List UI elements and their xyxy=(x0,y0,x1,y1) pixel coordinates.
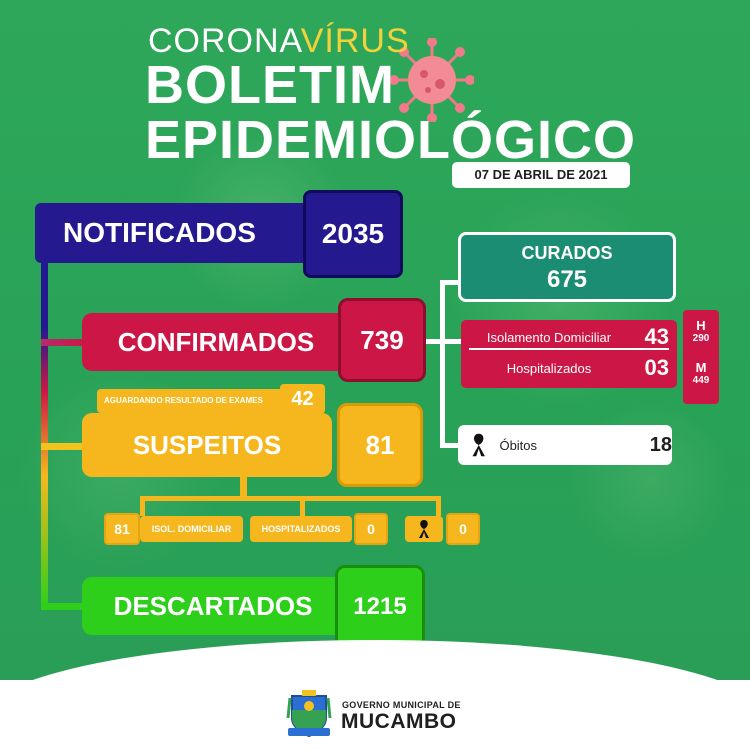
aguardando-value: 42 xyxy=(280,384,325,414)
notificados-label: NOTIFICADOS xyxy=(35,203,315,263)
suspeitos-value: 81 xyxy=(337,403,423,487)
connector-right-top xyxy=(440,280,460,285)
obitos-box: Óbitos 18 xyxy=(458,425,672,465)
connector-branch-3 xyxy=(436,496,441,516)
curados-box: CURADOS 675 xyxy=(458,232,676,302)
connector-suspeitos-branch xyxy=(140,496,440,501)
isolamento-row: Isolamento Domiciliar 43 xyxy=(469,324,669,350)
curados-label: CURADOS xyxy=(521,243,613,263)
connector-branch-2 xyxy=(300,496,305,516)
date-badge: 07 DE ABRIL DE 2021 xyxy=(452,162,630,188)
title-boletim: BOLETIM xyxy=(145,55,395,115)
obitos-value: 18 xyxy=(649,433,672,456)
obitos-label: Óbitos xyxy=(499,437,538,453)
suspeitos-label: SUSPEITOS xyxy=(82,413,332,477)
title-corona: CORONAVÍRUS xyxy=(148,22,410,60)
suspeitos-isol-value: 81 xyxy=(104,513,140,545)
title-virus: VÍRUS xyxy=(300,22,410,60)
confirmados-breakdown-panel xyxy=(461,320,677,388)
footer xyxy=(0,680,750,750)
m-label: M xyxy=(695,360,707,375)
connector-right-mid xyxy=(426,339,462,344)
footer-gov-label: GOVERNO MUNICIPAL DE xyxy=(342,700,461,710)
h-value: 290 xyxy=(692,333,710,344)
connector-right-bracket xyxy=(440,280,445,448)
descartados-label: DESCARTADOS xyxy=(82,577,344,635)
suspeitos-hosp-value: 0 xyxy=(354,513,388,545)
municipal-crest-icon xyxy=(286,690,332,738)
mourning-ribbon-icon xyxy=(419,520,429,538)
title-epidemiologico: EPIDEMIOLÓGICO xyxy=(145,110,637,170)
confirmados-label: CONFIRMADOS xyxy=(82,313,350,371)
sex-breakdown: H 290 M 449 xyxy=(683,310,719,404)
suspeitos-obitos-value: 0 xyxy=(446,513,480,545)
footer-municipio: MUCAMBO xyxy=(341,710,457,733)
suspeitos-hosp-label: HOSPITALIZADOS xyxy=(250,516,352,542)
descartados-value: 1215 xyxy=(335,565,425,649)
suspeitos-obitos-box xyxy=(405,516,443,542)
isolamento-label: Isolamento Domiciliar xyxy=(486,329,612,345)
connector-confirmados xyxy=(41,339,86,346)
aguardando-label: AGUARDANDO RESULTADO DE EXAMES xyxy=(97,389,287,413)
confirmados-value: 739 xyxy=(338,298,426,382)
h-label: H xyxy=(696,318,706,333)
hospitalizados-row: Hospitalizados 03 xyxy=(469,355,669,380)
m-value: 449 xyxy=(692,375,710,386)
connector-descartados xyxy=(41,603,86,610)
isolamento-value: 43 xyxy=(644,324,669,349)
hospitalizados-label: Hospitalizados xyxy=(506,360,592,376)
connector-trunk xyxy=(41,258,48,608)
connector-suspeitos xyxy=(41,443,86,450)
suspeitos-isol-label: ISOL. DOMICILIAR xyxy=(140,516,243,542)
hospitalizados-value: 03 xyxy=(644,355,669,380)
notificados-value: 2035 xyxy=(303,190,403,278)
connector-right-bottom xyxy=(440,443,460,448)
virus-icon xyxy=(390,38,474,122)
curados-value: 675 xyxy=(546,266,588,293)
connector-branch-1 xyxy=(140,496,145,516)
connector-suspeitos-down xyxy=(240,477,247,499)
mourning-ribbon-icon xyxy=(472,433,485,457)
